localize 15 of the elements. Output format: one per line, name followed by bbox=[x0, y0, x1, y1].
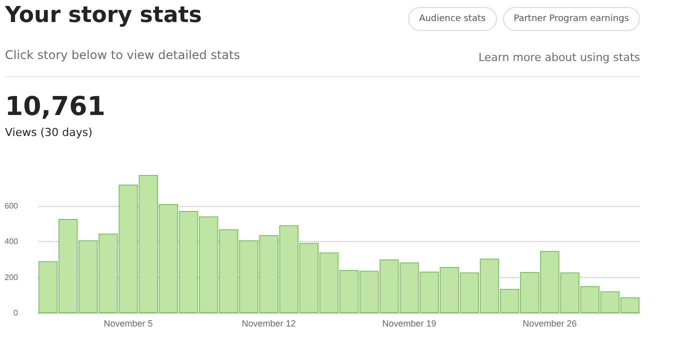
text: 10,761 bbox=[5, 92, 106, 122]
x-tick-label: November 26 bbox=[522, 318, 577, 328]
x-tick-label: November 12 bbox=[242, 318, 296, 328]
text: Learn more about using stats bbox=[478, 51, 640, 64]
text: Audience stats bbox=[408, 7, 497, 31]
chart-subtitle: Click story below to view detailed stats bbox=[5, 48, 240, 62]
y-tick-label: 600 bbox=[4, 202, 19, 211]
x-tick-label: November 19 bbox=[382, 318, 436, 328]
y-tick-label: 200 bbox=[4, 272, 19, 282]
text: Partner Program earnings bbox=[502, 7, 640, 31]
x-tick-label: November 5 bbox=[104, 318, 153, 328]
chart-title: Your story stats bbox=[5, 3, 202, 28]
y-tick-label: 400 bbox=[4, 237, 19, 246]
text: Views (30 days) bbox=[5, 126, 92, 139]
y-tick-label: 0 bbox=[14, 308, 19, 318]
